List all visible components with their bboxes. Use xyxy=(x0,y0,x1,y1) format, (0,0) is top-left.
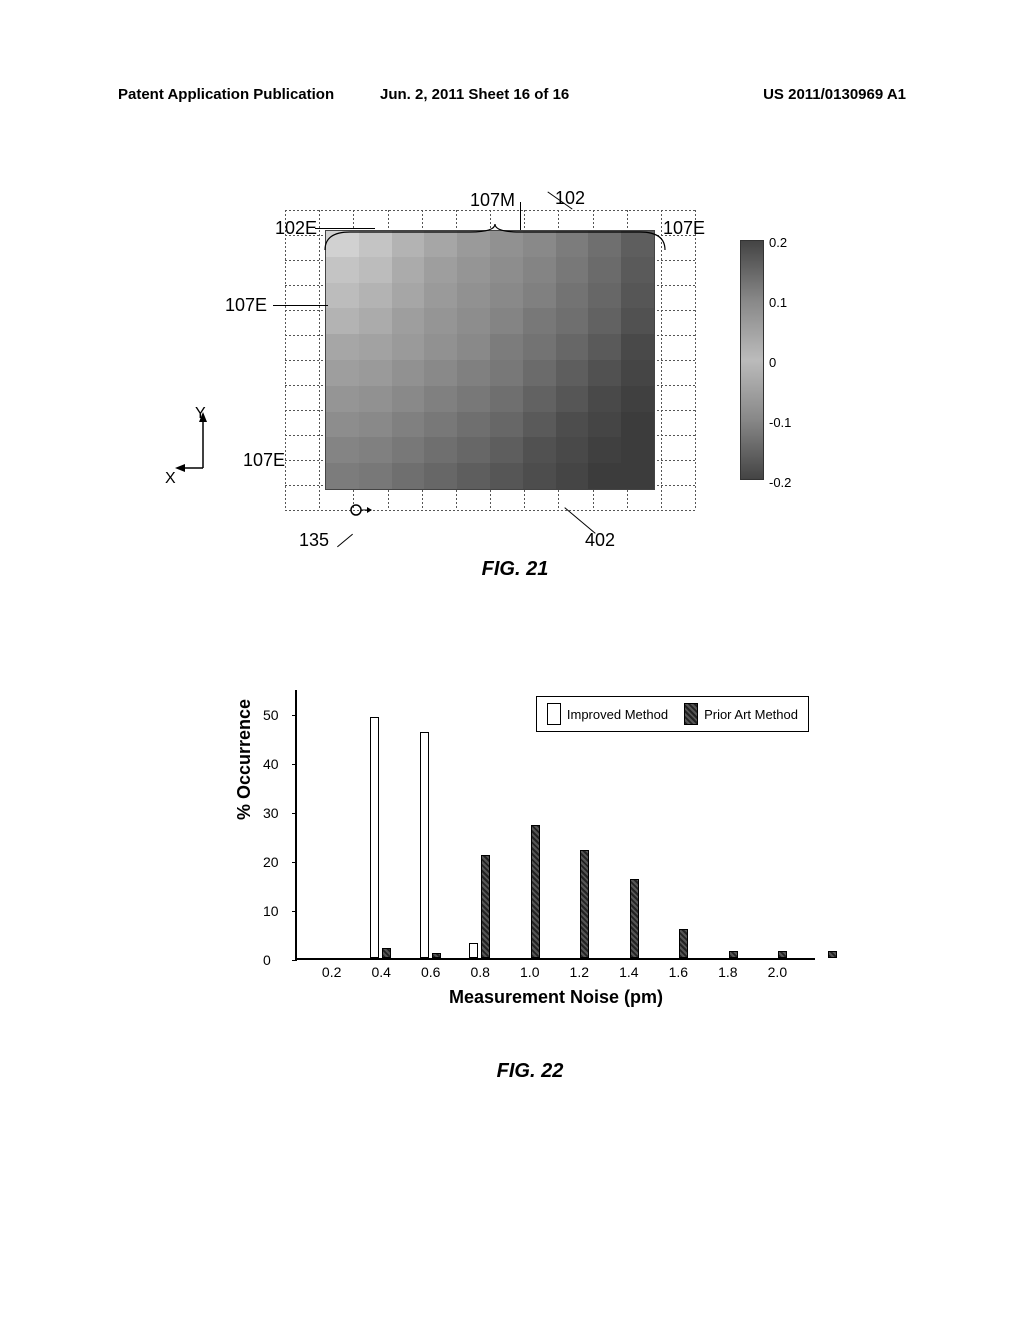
legend-improved: Improved Method xyxy=(547,703,668,725)
fig21-plot-area: 0.20.10-0.1-0.2 102E 107M 102 107E 107E … xyxy=(165,190,865,550)
xtick-label: 0.6 xyxy=(421,964,440,980)
fig22-chart-area: Measurement Noise (pm) Improved Method P… xyxy=(295,690,815,960)
bar-prior xyxy=(580,850,589,958)
legend-prior-label: Prior Art Method xyxy=(704,707,798,722)
annot-402: 402 xyxy=(585,530,615,551)
bar-prior xyxy=(679,929,688,958)
colorbar-tick: -0.1 xyxy=(769,415,791,430)
figure-22: % Occurrence Measurement Noise (pm) Impr… xyxy=(210,680,850,1080)
fig22-plot-area: % Occurrence Measurement Noise (pm) Impr… xyxy=(210,680,850,1000)
colorbar-tick: 0.1 xyxy=(769,295,787,310)
bar-prior xyxy=(729,951,738,958)
bracket-icon xyxy=(320,224,670,258)
xtick-label: 1.2 xyxy=(570,964,589,980)
bar-prior xyxy=(382,948,391,958)
annot-107E-left1: 107E xyxy=(225,295,267,316)
bar-prior xyxy=(828,951,837,958)
lead-line xyxy=(273,305,328,306)
colorbar-tick: -0.2 xyxy=(769,475,791,490)
lead-line xyxy=(564,507,595,533)
page-header: Patent Application Publication Jun. 2, 2… xyxy=(0,86,1024,103)
header-left: Patent Application Publication xyxy=(118,86,334,103)
legend-improved-label: Improved Method xyxy=(567,707,668,722)
fig22-ylabel: % Occurrence xyxy=(234,699,255,820)
xtick-label: 0.2 xyxy=(322,964,341,980)
legend-prior: Prior Art Method xyxy=(684,703,798,725)
xtick-label: 2.0 xyxy=(768,964,787,980)
bar-improved xyxy=(469,943,478,958)
xtick-label: 0.4 xyxy=(371,964,390,980)
header-center: Jun. 2, 2011 Sheet 16 of 16 xyxy=(380,86,569,103)
legend-swatch-prior-icon xyxy=(684,703,698,725)
annot-102E-top: 102E xyxy=(275,218,317,239)
fig22-xlabel: Measurement Noise (pm) xyxy=(449,987,663,1008)
fig22-caption: FIG. 22 xyxy=(210,1060,850,1083)
bar-prior xyxy=(778,951,787,958)
figure-21: 0.20.10-0.1-0.2 102E 107M 102 107E 107E … xyxy=(165,190,865,610)
xtick-label: 0.8 xyxy=(471,964,490,980)
colorbar-tick: 0 xyxy=(769,355,776,370)
xtick-label: 1.4 xyxy=(619,964,638,980)
legend-swatch-improved-icon xyxy=(547,703,561,725)
annot-107E-left2: 107E xyxy=(243,450,285,471)
ytick-label: 30 xyxy=(263,805,279,821)
colorbar-tick: 0.2 xyxy=(769,235,787,250)
bar-prior xyxy=(481,855,490,958)
fig21-caption: FIG. 21 xyxy=(165,558,865,581)
annot-102: 102 xyxy=(555,188,585,209)
ytick-label: 50 xyxy=(263,707,279,723)
fig21-colorbar xyxy=(740,240,764,480)
lead-line xyxy=(337,534,353,548)
bar-prior xyxy=(630,879,639,958)
bar-prior xyxy=(531,825,540,958)
fig22-legend: Improved Method Prior Art Method xyxy=(536,696,809,732)
fig21-heatmap xyxy=(325,230,655,490)
bar-prior xyxy=(432,953,441,958)
ytick-label: 20 xyxy=(263,854,279,870)
marker-135-icon xyxy=(350,503,372,517)
annot-135: 135 xyxy=(299,530,329,551)
xtick-label: 1.6 xyxy=(669,964,688,980)
ytick-label: 40 xyxy=(263,756,279,772)
axis-arrows-icon xyxy=(175,408,215,478)
xtick-label: 1.0 xyxy=(520,964,539,980)
xtick-label: 1.8 xyxy=(718,964,737,980)
header-right: US 2011/0130969 A1 xyxy=(763,86,906,103)
ytick-label: 10 xyxy=(263,903,279,919)
bar-improved xyxy=(420,732,429,958)
ytick-label: 0 xyxy=(263,952,271,968)
annot-107M: 107M xyxy=(470,190,515,211)
bar-improved xyxy=(370,717,379,958)
